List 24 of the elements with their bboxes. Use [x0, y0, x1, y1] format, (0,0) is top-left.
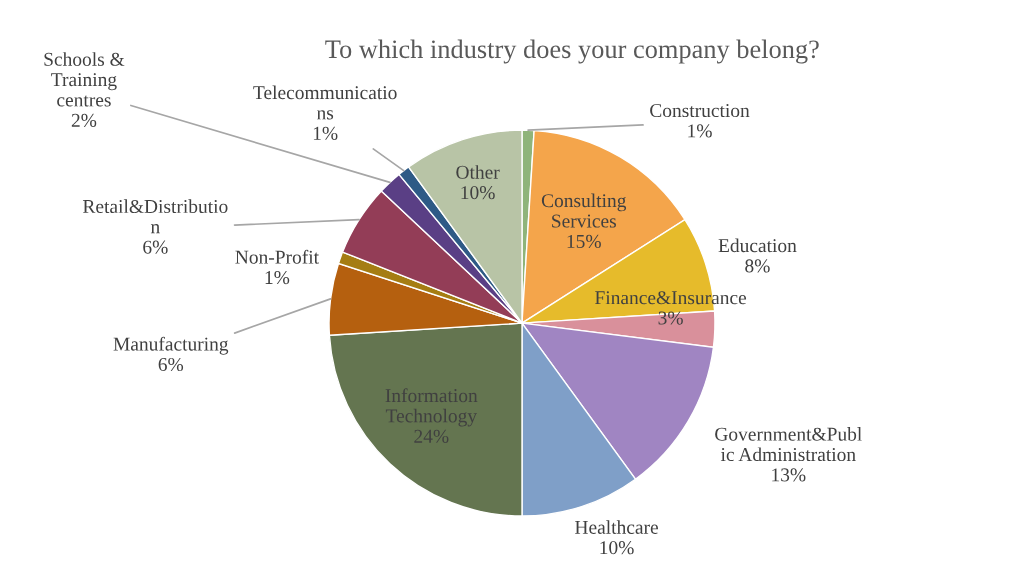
slice-label: Manufacturing — [113, 336, 229, 355]
data-label: 1% — [688, 124, 712, 138]
data-label: 10% — [600, 541, 634, 555]
slice-label: Non-Profit — [235, 249, 319, 264]
data-label: 1% — [313, 126, 338, 140]
data-label: 3% — [658, 311, 683, 325]
data-label: 2% — [71, 113, 97, 127]
data-label: 10% — [461, 186, 495, 200]
data-label: 6% — [143, 240, 168, 254]
data-label: 13% — [772, 468, 806, 482]
slice-label: Healthcare — [575, 520, 658, 534]
slice-label: Government&Publ ic Administration — [715, 427, 862, 462]
data-label: 15% — [567, 234, 601, 249]
slice-label: Schools & Training centres — [44, 52, 125, 107]
chart-title: To which industry does your company belong? — [325, 39, 819, 64]
slice-label: Consulting Services — [541, 193, 627, 228]
slice-label: Other — [456, 165, 500, 179]
slice-label: Education — [718, 238, 797, 253]
slice-label: Construction — [650, 104, 750, 118]
data-label: 1% — [265, 270, 290, 285]
slice-label: Retail&Distributio n — [82, 199, 228, 234]
data-label: 6% — [158, 357, 184, 372]
slice-label: Telecommunicatio ns — [253, 85, 397, 120]
data-label: 8% — [745, 259, 770, 273]
